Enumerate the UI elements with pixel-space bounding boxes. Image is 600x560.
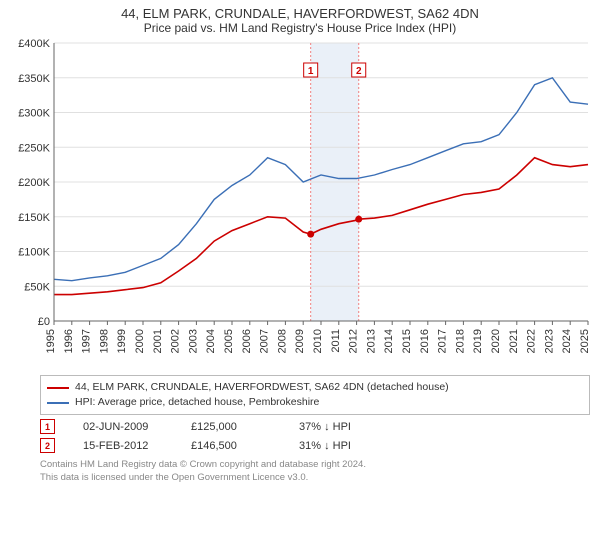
- svg-text:2004: 2004: [205, 329, 217, 353]
- svg-text:2025: 2025: [579, 329, 591, 353]
- attribution-line: Contains HM Land Registry data © Crown c…: [40, 459, 590, 472]
- svg-text:2003: 2003: [187, 329, 199, 353]
- sale-delta: 31% ↓ HPI: [299, 440, 379, 452]
- svg-text:£350K: £350K: [18, 73, 50, 85]
- sale-row-1: 1 02-JUN-2009 £125,000 37% ↓ HPI: [40, 419, 590, 434]
- svg-text:2006: 2006: [241, 329, 253, 353]
- legend-label: 44, ELM PARK, CRUNDALE, HAVERFORDWEST, S…: [75, 380, 449, 395]
- svg-text:2001: 2001: [152, 329, 164, 353]
- sale-date: 15-FEB-2012: [83, 440, 163, 452]
- svg-text:2015: 2015: [401, 329, 413, 353]
- svg-text:£0: £0: [38, 316, 50, 328]
- legend-item-property: 44, ELM PARK, CRUNDALE, HAVERFORDWEST, S…: [47, 380, 583, 395]
- svg-text:2011: 2011: [330, 329, 342, 353]
- svg-text:2013: 2013: [365, 329, 377, 353]
- svg-text:1: 1: [308, 66, 314, 77]
- svg-text:2017: 2017: [437, 329, 449, 353]
- svg-text:2009: 2009: [294, 329, 306, 353]
- svg-text:2022: 2022: [526, 329, 538, 353]
- svg-text:£300K: £300K: [18, 108, 50, 120]
- svg-text:2016: 2016: [419, 329, 431, 353]
- svg-text:1995: 1995: [45, 329, 57, 353]
- sale-marker-icon: 1: [40, 419, 55, 434]
- page-title: 44, ELM PARK, CRUNDALE, HAVERFORDWEST, S…: [0, 0, 600, 21]
- svg-text:2008: 2008: [276, 329, 288, 353]
- svg-text:£50K: £50K: [24, 281, 50, 293]
- svg-text:1998: 1998: [98, 329, 110, 353]
- svg-text:2018: 2018: [454, 329, 466, 353]
- legend-swatch: [47, 402, 69, 404]
- attribution-line: This data is licensed under the Open Gov…: [40, 472, 590, 485]
- svg-text:£200K: £200K: [18, 177, 50, 189]
- svg-text:2024: 2024: [561, 329, 573, 353]
- svg-text:£400K: £400K: [18, 39, 50, 50]
- svg-text:2023: 2023: [543, 329, 555, 353]
- sale-marker-icon: 2: [40, 438, 55, 453]
- svg-text:2000: 2000: [134, 329, 146, 353]
- svg-text:2005: 2005: [223, 329, 235, 353]
- sale-price: £125,000: [191, 421, 271, 433]
- svg-text:£100K: £100K: [18, 247, 50, 259]
- sale-row-2: 2 15-FEB-2012 £146,500 31% ↓ HPI: [40, 438, 590, 453]
- page-subtitle: Price paid vs. HM Land Registry's House …: [0, 21, 600, 39]
- legend-swatch: [47, 387, 69, 389]
- svg-text:£150K: £150K: [18, 212, 50, 224]
- svg-text:2020: 2020: [490, 329, 502, 353]
- sale-delta: 37% ↓ HPI: [299, 421, 379, 433]
- svg-text:2010: 2010: [312, 329, 324, 353]
- svg-text:2: 2: [356, 66, 362, 77]
- legend-item-hpi: HPI: Average price, detached house, Pemb…: [47, 395, 583, 410]
- svg-text:2014: 2014: [383, 329, 395, 353]
- sale-date: 02-JUN-2009: [83, 421, 163, 433]
- price-chart: £0 £50K £100K £150K £200K £250K £300K £350K £400…: [8, 39, 592, 369]
- attribution: Contains HM Land Registry data © Crown c…: [40, 459, 590, 485]
- chart-svg: £0 £50K £100K £150K £200K £250K £300K £350K £400…: [8, 39, 592, 369]
- svg-text:2021: 2021: [508, 329, 520, 353]
- svg-text:1999: 1999: [116, 329, 128, 353]
- svg-text:2012: 2012: [348, 329, 360, 353]
- svg-text:2007: 2007: [259, 329, 271, 353]
- svg-text:£250K: £250K: [18, 142, 50, 154]
- legend-label: HPI: Average price, detached house, Pemb…: [75, 395, 319, 410]
- sale-price: £146,500: [191, 440, 271, 452]
- svg-text:1996: 1996: [63, 329, 75, 353]
- svg-text:2002: 2002: [170, 329, 182, 353]
- svg-text:1997: 1997: [81, 329, 93, 353]
- svg-text:2019: 2019: [472, 329, 484, 353]
- legend-box: 44, ELM PARK, CRUNDALE, HAVERFORDWEST, S…: [40, 375, 590, 415]
